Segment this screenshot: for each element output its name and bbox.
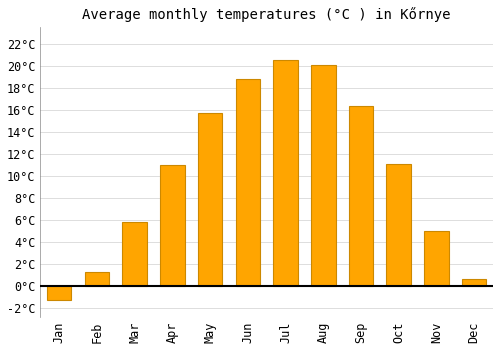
Bar: [198, 113, 222, 286]
Bar: [462, 279, 486, 286]
Bar: [386, 164, 411, 286]
Bar: [424, 231, 448, 286]
Bar: [311, 64, 336, 286]
Bar: [236, 79, 260, 286]
Bar: [274, 60, 298, 286]
Bar: [47, 286, 72, 300]
Bar: [122, 222, 147, 286]
Title: Average monthly temperatures (°C ) in Kőrnye: Average monthly temperatures (°C ) in Kő…: [82, 7, 451, 22]
Bar: [160, 165, 184, 286]
Bar: [348, 106, 374, 286]
Bar: [84, 272, 109, 286]
